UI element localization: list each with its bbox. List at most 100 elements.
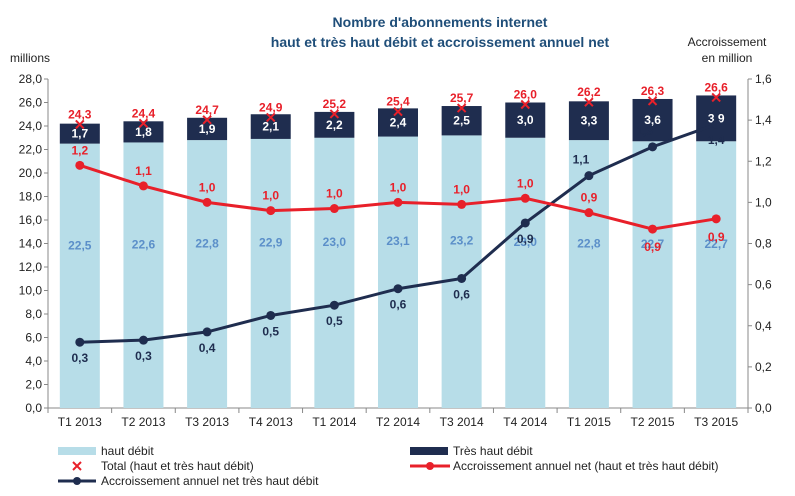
data-label-accroissement-total: 0,9 (644, 240, 661, 254)
accroissement-total-point (457, 199, 467, 209)
legend-swatch-tres-haut-debit (410, 447, 448, 455)
legend-label-total: Total (haut et très haut débit) (101, 459, 254, 473)
bar-tres-haut-debit (696, 95, 737, 142)
accroissement-thd-point (329, 300, 339, 310)
legend-label-accroissement-total: Accroissement annuel net (haut et très h… (453, 459, 718, 473)
accroissement-thd-point (266, 310, 276, 320)
data-label-tres-haut-debit: 2,1 (262, 120, 279, 134)
data-label-total: 24,7 (195, 103, 219, 117)
accroissement-total-point (138, 181, 148, 191)
data-label-haut-debit: 23,0 (323, 235, 347, 249)
data-label-accroissement-total: 1,0 (517, 176, 534, 190)
bar-tres-haut-debit (505, 102, 546, 138)
data-label-accroissement-total: 0,9 (581, 191, 598, 205)
data-label-haut-debit: 22,7 (641, 237, 665, 251)
right-tick-label: 0,6 (755, 278, 772, 292)
bar-tres-haut-debit (378, 108, 418, 137)
left-tick-label: 14,0 (19, 237, 43, 251)
x-tick-label: T2 2014 (376, 415, 420, 429)
data-label-tres-haut-debit: 3,9 (708, 111, 725, 125)
left-tick-label: 20,0 (19, 166, 43, 180)
bar-haut-debit (59, 143, 100, 408)
right-tick-label: 0,4 (755, 319, 772, 333)
right-tick-label: 1,2 (755, 154, 772, 168)
bar-haut-debit (441, 135, 482, 408)
bar-haut-debit (314, 137, 355, 408)
data-label-haut-debit: 22,8 (577, 236, 601, 250)
data-label-tres-haut-debit: 3,6 (644, 113, 661, 127)
accroissement-thd-point (75, 337, 85, 347)
bar-haut-debit (696, 141, 737, 408)
accroissement-thd-point (457, 273, 467, 283)
x-tick-label: T2 2013 (121, 415, 165, 429)
left-tick-label: 12,0 (19, 260, 43, 274)
accroissement-total-point (266, 206, 276, 216)
data-label-accroissement-thd: 0,9 (517, 232, 534, 246)
data-label-accroissement-thd: 1,1 (573, 153, 590, 167)
total-marker (75, 119, 85, 130)
bar-haut-debit (568, 140, 609, 408)
data-label-haut-debit: 22,7 (705, 237, 729, 251)
x-tick-label: T3 2013 (185, 415, 229, 429)
left-tick-label: 22,0 (19, 143, 43, 157)
x-tick-label: T3 2015 (694, 415, 738, 429)
data-label-accroissement-thd: 0,3 (135, 349, 152, 363)
accroissement-total-point (584, 208, 594, 218)
data-label-tres-haut-debit: 2,2 (326, 118, 343, 132)
x-tick-label: T1 2013 (58, 415, 102, 429)
data-label-total: 24,4 (132, 106, 156, 120)
data-label-tres-haut-debit: 3,3 (581, 114, 598, 128)
data-label-haut-debit: 23,2 (450, 233, 474, 247)
data-label-total: 26,0 (514, 88, 538, 102)
right-tick-label: 0,8 (755, 237, 772, 251)
total-marker (266, 112, 276, 123)
legend-swatch-haut-debit (58, 447, 96, 455)
data-label-accroissement-total: 1,0 (326, 187, 343, 201)
data-label-haut-debit: 22,8 (195, 236, 219, 250)
bar-tres-haut-debit (187, 117, 228, 141)
total-marker (647, 96, 658, 106)
legend-label-tres-haut-debit: Très haut débit (453, 444, 533, 458)
bar-haut-debit (505, 137, 546, 408)
legend: haut débit Très haut débit Total (haut et … (58, 444, 718, 488)
data-label-accroissement-thd: 0,4 (199, 341, 216, 355)
legend-swatch-accroissement-thd-point (73, 477, 81, 485)
bar-haut-debit (378, 136, 418, 408)
accroissement-thd-point (138, 335, 148, 345)
total-marker (202, 115, 212, 125)
data-label-accroissement-thd: 1,4 (708, 133, 725, 147)
bar-haut-debit (250, 138, 291, 409)
left-tick-label: 16,0 (19, 213, 43, 227)
left-tick-label: 26,0 (19, 96, 43, 110)
x-tick-label: T3 2014 (440, 415, 484, 429)
left-tick-label: 2,0 (25, 378, 42, 392)
x-tick-label: T1 2014 (312, 415, 356, 429)
total-marker (584, 97, 594, 107)
total-marker (329, 109, 340, 119)
accroissement-thd-point (520, 218, 530, 228)
accroissement-total-point (711, 214, 721, 224)
data-label-tres-haut-debit: 1,8 (135, 125, 152, 139)
data-label-accroissement-total: 1,0 (199, 180, 216, 194)
bar-tres-haut-debit (123, 121, 164, 143)
data-label-haut-debit: 22,6 (132, 238, 156, 252)
left-tick-label: 24,0 (19, 119, 43, 133)
right-axis-unit-line-1: Accroissement (688, 35, 767, 49)
accroissement-total-point (75, 160, 85, 170)
data-label-total: 24,3 (68, 107, 92, 121)
legend-label-accroissement-thd: Accroissement annuel net très haut débit (101, 474, 319, 488)
bar-tres-haut-debit (314, 111, 355, 138)
bar-tres-haut-debit (568, 101, 609, 141)
right-tick-label: 1,6 (755, 72, 772, 86)
data-label-accroissement-thd: 0,3 (71, 351, 88, 365)
plot-area: 0,0 2,0 4,0 6,0 8,0 10,0 12,0 14,0 16,0 18,0 20,0 2… (19, 72, 772, 429)
chart-title-line-1: Nombre d'abonnements internet (333, 14, 548, 30)
data-label-accroissement-thd: 0,6 (390, 298, 407, 312)
left-tick-label: 0,0 (25, 401, 42, 415)
left-tick-label: 8,0 (25, 307, 42, 321)
left-tick-label: 28,0 (19, 72, 43, 86)
left-tick-label: 6,0 (25, 331, 42, 345)
accroissement-thd-point (202, 327, 212, 337)
right-tick-label: 1,4 (755, 113, 772, 127)
right-tick-label: 0,0 (755, 401, 772, 415)
